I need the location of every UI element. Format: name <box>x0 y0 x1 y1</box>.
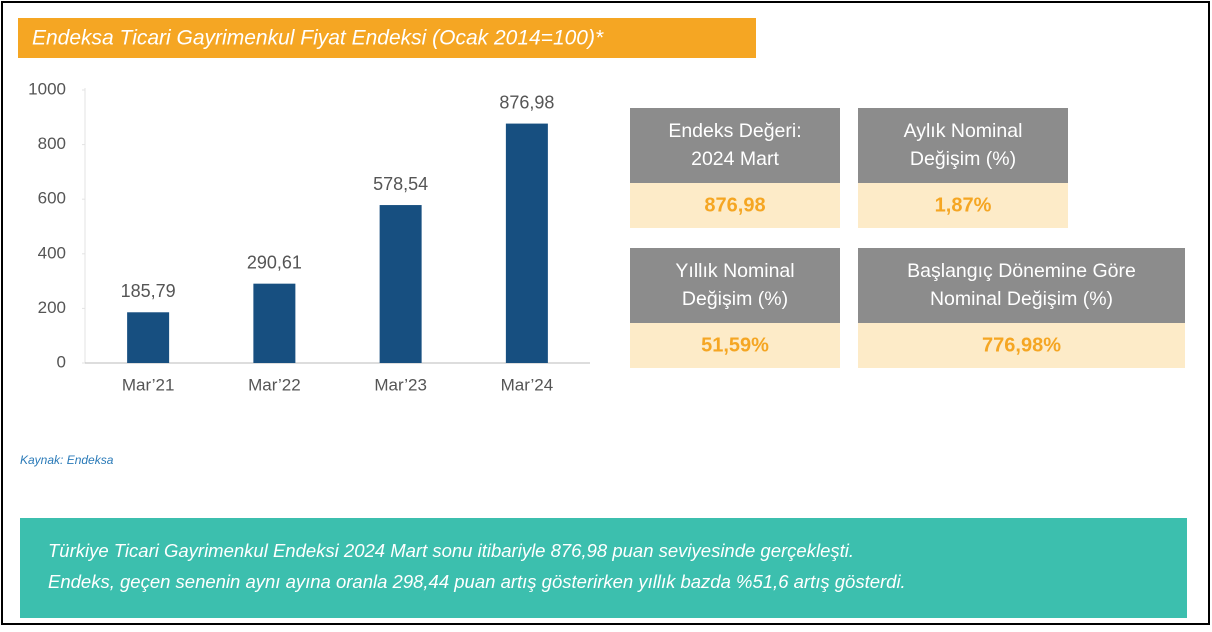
data-label: 876,98 <box>499 92 554 112</box>
note-line: Endeks, geçen senenin aynı ayına oranla … <box>48 571 906 592</box>
chart-title: Endeksa Ticari Gayrimenkul Fiyat Endeksi… <box>32 27 604 50</box>
bar <box>253 283 296 363</box>
y-tick-label: 800 <box>38 134 66 153</box>
bar <box>127 312 170 363</box>
stat-label: Başlangıç Dönemine Göre <box>907 260 1136 282</box>
x-tick-label: Mar’23 <box>374 375 427 394</box>
stat-label: Yıllık Nominal <box>675 260 794 282</box>
stat-header <box>858 248 1185 323</box>
stat-label: Nominal Değişim (%) <box>930 288 1113 310</box>
stat-value: 51,59% <box>701 334 769 356</box>
source: Kaynak: Endeksa <box>20 453 114 467</box>
stat-header <box>630 248 840 323</box>
data-label: 578,54 <box>373 174 428 194</box>
stat-value: 776,98% <box>982 334 1061 356</box>
stat-label: Endeks Değeri: <box>668 120 801 142</box>
bar <box>505 123 548 363</box>
stat-label: Aylık Nominal <box>904 120 1023 142</box>
note-line: Türkiye Ticari Gayrimenkul Endeksi 2024 … <box>48 540 854 561</box>
x-tick-label: Mar’21 <box>122 375 175 394</box>
y-tick-label: 200 <box>38 298 66 317</box>
y-tick-label: 1000 <box>28 79 66 98</box>
stat-label: Değişim (%) <box>910 148 1016 170</box>
stat-value-box <box>630 323 840 368</box>
stat-value-box <box>630 183 840 228</box>
stat-value-box <box>858 183 1068 228</box>
stat-value: 1,87% <box>935 194 992 216</box>
note-box <box>20 518 1187 618</box>
data-label: 290,61 <box>247 252 302 272</box>
bar <box>379 205 422 363</box>
stat-value: 876,98 <box>704 194 765 216</box>
stat-label: Değişim (%) <box>682 288 788 310</box>
title-banner <box>18 18 756 58</box>
stat-value-box <box>858 323 1185 368</box>
y-tick-label: 0 <box>57 352 66 371</box>
stat-header <box>858 108 1068 183</box>
data-label: 185,79 <box>121 281 176 301</box>
y-tick-label: 400 <box>38 243 66 262</box>
stat-label: 2024 Mart <box>691 148 779 170</box>
x-tick-label: Mar’22 <box>248 375 301 394</box>
x-tick-label: Mar’24 <box>501 375 554 394</box>
stat-header <box>630 108 840 183</box>
y-tick-label: 600 <box>38 189 66 208</box>
